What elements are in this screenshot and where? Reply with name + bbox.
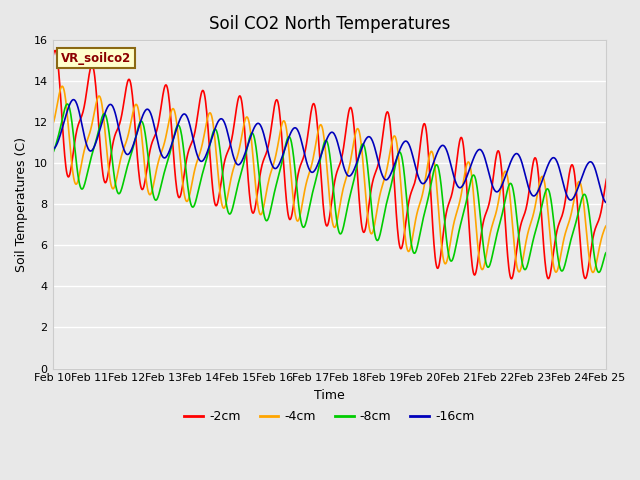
Y-axis label: Soil Temperatures (C): Soil Temperatures (C) xyxy=(15,137,28,272)
Title: Soil CO2 North Temperatures: Soil CO2 North Temperatures xyxy=(209,15,450,33)
Text: VR_soilco2: VR_soilco2 xyxy=(61,52,131,65)
X-axis label: Time: Time xyxy=(314,389,345,402)
Legend: -2cm, -4cm, -8cm, -16cm: -2cm, -4cm, -8cm, -16cm xyxy=(179,405,479,428)
